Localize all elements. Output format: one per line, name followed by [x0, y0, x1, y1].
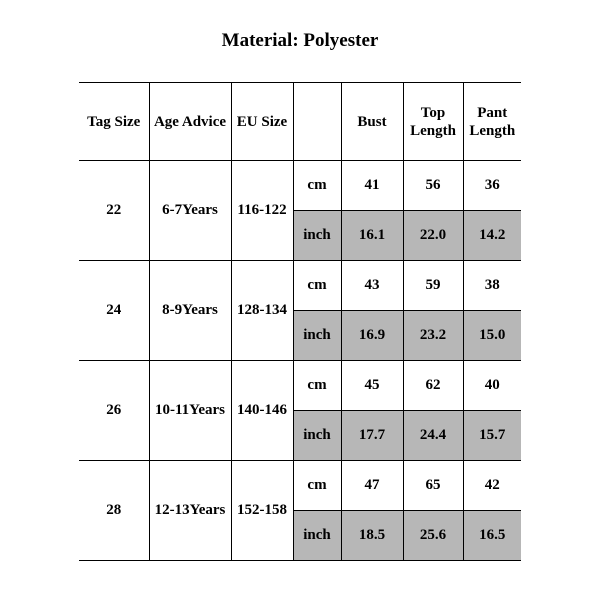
cell-top: 24.4 — [403, 411, 463, 461]
col-age-advice: Age Advice — [149, 83, 231, 161]
cell-eu: 116-122 — [231, 161, 293, 261]
cell-bust: 17.7 — [341, 411, 403, 461]
cell-top: 65 — [403, 461, 463, 511]
cell-tag: 24 — [79, 261, 149, 361]
cell-bust: 18.5 — [341, 511, 403, 561]
cell-pant: 15.7 — [463, 411, 521, 461]
cell-eu: 140-146 — [231, 361, 293, 461]
col-pant-length-l1: Pant — [464, 104, 522, 122]
cell-age: 12-13Years — [149, 461, 231, 561]
col-top-length-l2: Length — [404, 122, 463, 140]
cell-unit-cm: cm — [293, 361, 341, 411]
cell-bust: 45 — [341, 361, 403, 411]
size-table: Tag Size Age Advice EU Size Bust Top Len… — [79, 82, 521, 561]
cell-eu: 152-158 — [231, 461, 293, 561]
cell-top: 56 — [403, 161, 463, 211]
cell-top: 23.2 — [403, 311, 463, 361]
col-top-length: Top Length — [403, 83, 463, 161]
cell-bust: 16.1 — [341, 211, 403, 261]
cell-top: 59 — [403, 261, 463, 311]
cell-top: 62 — [403, 361, 463, 411]
cell-unit-cm: cm — [293, 161, 341, 211]
col-unit — [293, 83, 341, 161]
cell-pant: 14.2 — [463, 211, 521, 261]
cell-unit-inch: inch — [293, 411, 341, 461]
cell-unit-cm: cm — [293, 261, 341, 311]
table-row: 24 8-9Years 128-134 cm 43 59 38 — [79, 261, 521, 311]
cell-bust: 16.9 — [341, 311, 403, 361]
cell-tag: 28 — [79, 461, 149, 561]
cell-pant: 40 — [463, 361, 521, 411]
cell-pant: 38 — [463, 261, 521, 311]
page-title: Material: Polyester — [0, 30, 600, 52]
cell-tag: 26 — [79, 361, 149, 461]
cell-unit-inch: inch — [293, 311, 341, 361]
table-row: 28 12-13Years 152-158 cm 47 65 42 — [79, 461, 521, 511]
cell-unit-cm: cm — [293, 461, 341, 511]
cell-bust: 41 — [341, 161, 403, 211]
cell-eu: 128-134 — [231, 261, 293, 361]
cell-pant: 16.5 — [463, 511, 521, 561]
cell-top: 25.6 — [403, 511, 463, 561]
col-pant-length: Pant Length — [463, 83, 521, 161]
cell-pant: 42 — [463, 461, 521, 511]
cell-bust: 43 — [341, 261, 403, 311]
cell-tag: 22 — [79, 161, 149, 261]
table-row: 26 10-11Years 140-146 cm 45 62 40 — [79, 361, 521, 411]
cell-age: 10-11Years — [149, 361, 231, 461]
table-row: 22 6-7Years 116-122 cm 41 56 36 — [79, 161, 521, 211]
col-eu-size: EU Size — [231, 83, 293, 161]
table-body: 22 6-7Years 116-122 cm 41 56 36 inch 16.… — [79, 161, 521, 561]
cell-age: 8-9Years — [149, 261, 231, 361]
cell-age: 6-7Years — [149, 161, 231, 261]
page: Material: Polyester Tag Size Age Advice … — [0, 0, 600, 600]
table-header-row: Tag Size Age Advice EU Size Bust Top Len… — [79, 83, 521, 161]
col-bust: Bust — [341, 83, 403, 161]
cell-bust: 47 — [341, 461, 403, 511]
cell-top: 22.0 — [403, 211, 463, 261]
cell-pant: 15.0 — [463, 311, 521, 361]
cell-pant: 36 — [463, 161, 521, 211]
col-top-length-l1: Top — [404, 104, 463, 122]
cell-unit-inch: inch — [293, 511, 341, 561]
col-tag-size: Tag Size — [79, 83, 149, 161]
col-pant-length-l2: Length — [464, 122, 522, 140]
cell-unit-inch: inch — [293, 211, 341, 261]
